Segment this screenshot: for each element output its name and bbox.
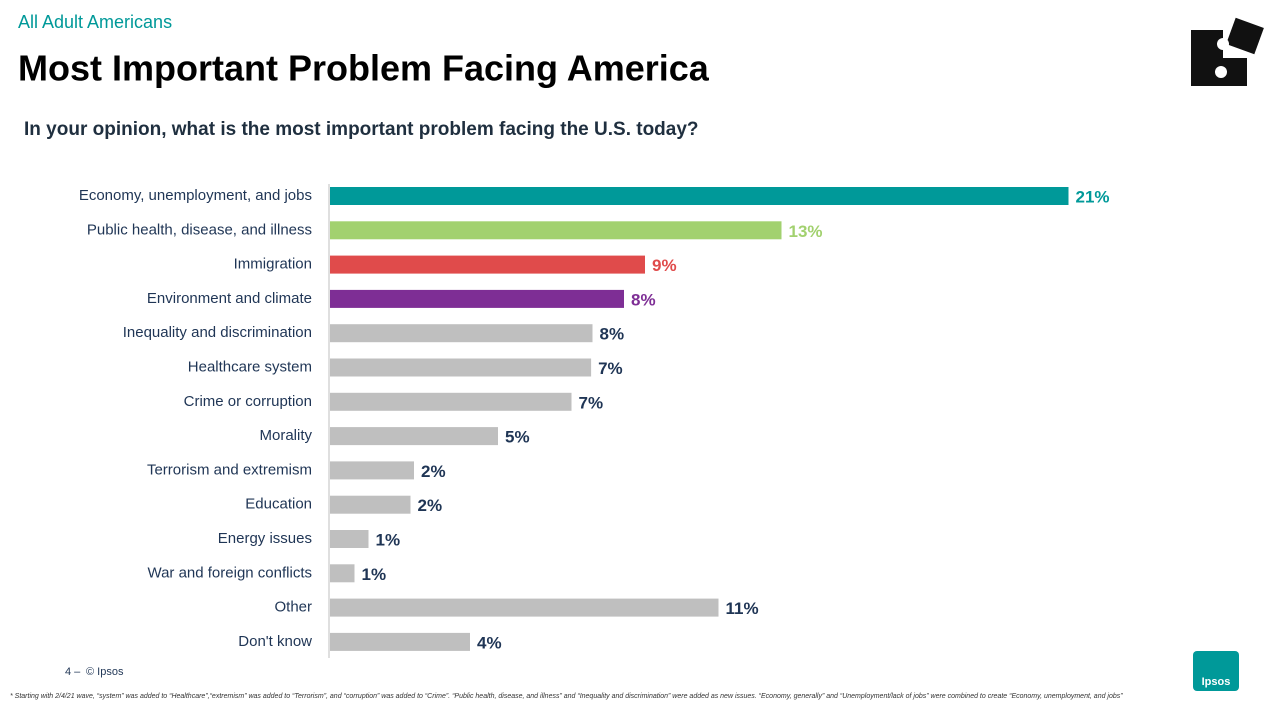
title: Most Important Problem Facing America bbox=[18, 48, 710, 89]
value-label: 7% bbox=[598, 359, 623, 378]
category-label: Healthcare system bbox=[188, 358, 312, 375]
value-label: 1% bbox=[362, 565, 387, 584]
value-label: 8% bbox=[600, 325, 625, 344]
value-label: 9% bbox=[652, 256, 677, 275]
category-label: Don't know bbox=[238, 633, 312, 650]
category-label: Inequality and discrimination bbox=[123, 324, 312, 341]
bar bbox=[330, 495, 411, 514]
value-label: 1% bbox=[376, 530, 401, 549]
copyright: © Ipsos bbox=[86, 666, 124, 678]
category-label: Education bbox=[245, 496, 312, 513]
category-label: Economy, unemployment, and jobs bbox=[79, 187, 312, 204]
value-label: 21% bbox=[1076, 187, 1110, 206]
subtitle: In your opinion, what is the most import… bbox=[24, 119, 699, 140]
bar bbox=[330, 221, 782, 240]
bar bbox=[330, 392, 572, 411]
bar bbox=[330, 461, 414, 480]
value-label: 2% bbox=[421, 462, 446, 481]
bar bbox=[330, 187, 1069, 205]
value-label: 4% bbox=[477, 633, 502, 652]
bar bbox=[330, 427, 498, 446]
bar bbox=[330, 598, 719, 617]
page-number: 4 – bbox=[65, 666, 81, 678]
value-label: 11% bbox=[726, 599, 759, 618]
footnote: * Starting with 2/4/21 wave, “system” wa… bbox=[10, 693, 1123, 700]
logo: Ipsos bbox=[1202, 676, 1231, 688]
category-label: Crime or corruption bbox=[184, 393, 312, 410]
bar bbox=[330, 530, 369, 548]
category-label: Immigration bbox=[234, 256, 312, 273]
value-label: 13% bbox=[789, 222, 823, 241]
value-label: 2% bbox=[418, 496, 443, 515]
bar bbox=[330, 632, 470, 651]
category-label: Public health, disease, and illness bbox=[87, 221, 312, 238]
bar bbox=[330, 255, 645, 274]
bar bbox=[330, 289, 624, 308]
logo-box bbox=[1193, 651, 1239, 691]
bar bbox=[330, 324, 593, 343]
bar bbox=[330, 358, 592, 377]
category-label: Other bbox=[274, 599, 312, 616]
value-label: 7% bbox=[579, 393, 604, 412]
category-label: War and foreign conflicts bbox=[147, 564, 312, 581]
puzzle-icon bbox=[1191, 17, 1264, 86]
category-label: Terrorism and extremism bbox=[147, 461, 312, 478]
category-label: Environment and climate bbox=[147, 290, 312, 307]
value-label: 5% bbox=[505, 428, 530, 447]
kicker: All Adult Americans bbox=[18, 12, 172, 32]
category-label: Energy issues bbox=[218, 530, 312, 547]
bar bbox=[330, 564, 355, 583]
value-label: 8% bbox=[631, 290, 656, 309]
category-label: Morality bbox=[259, 427, 312, 444]
